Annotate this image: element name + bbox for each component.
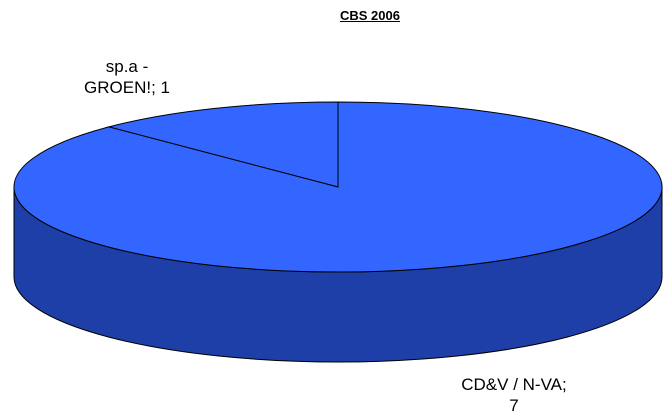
slice (13, 101, 663, 273)
data-label: sp.a - GROEN!; 1 (84, 57, 170, 97)
chart-title: CBS 2006 (340, 8, 400, 23)
data-label: CD&V / N-VA; 7 (461, 375, 567, 415)
slice (106, 101, 339, 188)
